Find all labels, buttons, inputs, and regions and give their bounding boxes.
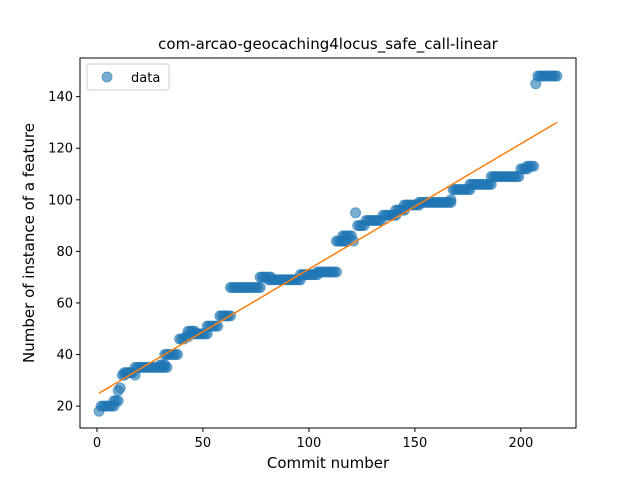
y-tick-label: 60 xyxy=(56,296,73,311)
x-tick-label: 200 xyxy=(508,436,533,451)
legend: data xyxy=(86,63,170,91)
data-point xyxy=(350,207,362,219)
chart-title: com-arcao-geocaching4locus_safe_call-lin… xyxy=(158,35,499,54)
y-tick-label: 20 xyxy=(56,400,73,415)
data-point xyxy=(551,70,563,82)
data-point xyxy=(528,160,540,172)
x-tick-label: 100 xyxy=(297,436,322,451)
legend-entry-data: data xyxy=(131,71,160,86)
y-tick-label: 100 xyxy=(48,193,73,208)
data-point xyxy=(112,395,124,407)
data-point xyxy=(114,382,126,394)
data-point xyxy=(159,359,171,371)
plot-area xyxy=(93,70,563,417)
x-axis-label: Commit number xyxy=(267,454,390,472)
x-axis: 0 50 100 150 200 xyxy=(93,428,533,451)
x-tick-label: 150 xyxy=(402,436,427,451)
x-tick-label: 0 xyxy=(93,436,101,451)
y-axis: 20 40 60 80 100 120 140 xyxy=(48,90,80,415)
y-tick-label: 140 xyxy=(48,90,73,105)
data-point xyxy=(254,281,266,293)
y-tick-label: 120 xyxy=(48,142,73,157)
x-tick-label: 50 xyxy=(195,436,212,451)
y-axis-label: Number of instance of a feature xyxy=(20,123,38,363)
y-tick-label: 80 xyxy=(56,245,73,260)
data-point xyxy=(172,349,184,361)
fit-line xyxy=(98,121,558,394)
y-tick-label: 40 xyxy=(56,348,73,363)
legend-marker xyxy=(101,71,113,83)
plot-frame xyxy=(79,57,577,429)
data-point xyxy=(445,194,457,206)
data-point xyxy=(330,266,342,278)
legend-box xyxy=(86,63,170,91)
